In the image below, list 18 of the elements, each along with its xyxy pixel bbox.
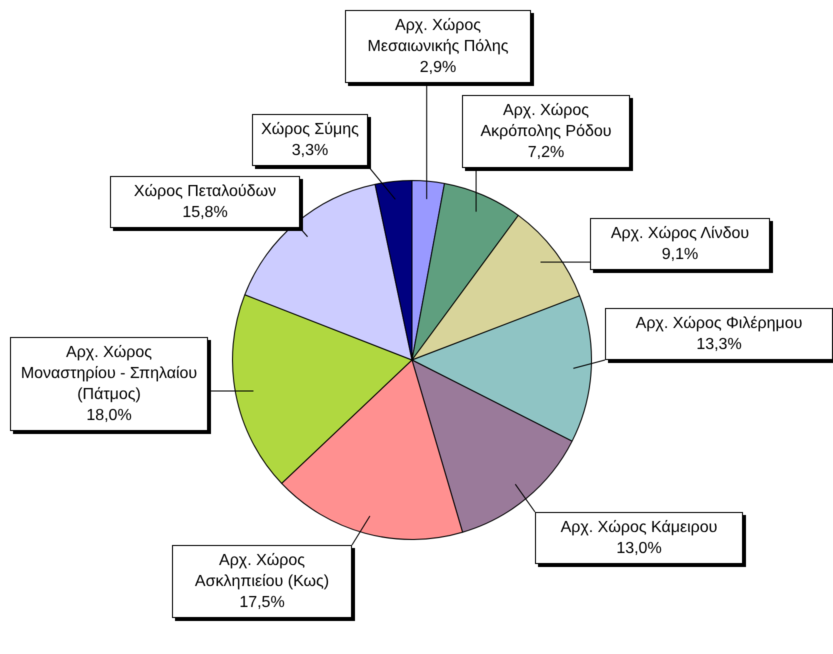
data-label: 13,0% <box>615 539 663 559</box>
slice-label: Αρχ. Χώρος Φιλέρημου <box>634 314 804 334</box>
slice-label: Αρχ. Χώρος Κάμειρου <box>560 518 718 538</box>
data-label: 15,8% <box>181 203 229 223</box>
data-label: 9,1% <box>660 245 700 265</box>
slice-label: Χώρος Πεταλούδων <box>132 182 278 202</box>
slice-label: Χώρος Σύμης <box>260 120 360 140</box>
data-label: 3,3% <box>290 141 330 161</box>
slice-label: Αρχ. Χώρος Ακρόπολης Ρόδου <box>479 101 613 142</box>
data-label: 2,9% <box>418 58 458 78</box>
slice-label: Αρχ. Χώρος Ασκληπιείου (Κως) <box>194 551 330 592</box>
slice-label: Αρχ. Χώρος Μοναστηρίου - Σπηλαίου (Πάτμος) <box>20 343 198 405</box>
slice-label: Αρχ. Χώρος Λίνδου <box>610 224 750 244</box>
data-label: 7,2% <box>526 143 566 163</box>
data-label: 13,3% <box>695 335 743 355</box>
data-label: 17,5% <box>238 593 286 613</box>
slice-label: Αρχ. Χώρος Μεσαιωνικής Πόλης <box>366 16 510 57</box>
data-label: 18,0% <box>85 406 133 426</box>
